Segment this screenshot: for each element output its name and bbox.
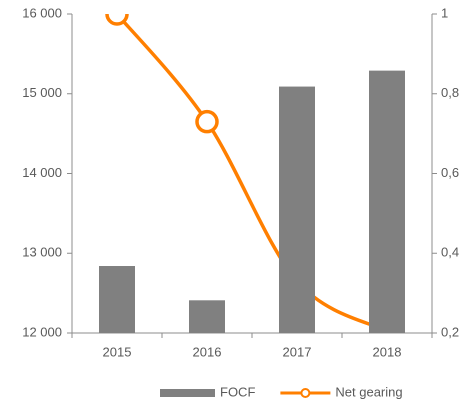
legend-swatch [160, 389, 215, 397]
plot-area [105, 14, 399, 333]
bar [279, 86, 315, 333]
y-tick-label: 14 000 [22, 165, 62, 180]
line [115, 14, 388, 333]
legend-label: FOCF [220, 384, 255, 399]
y2-tick-label: 0,4 [441, 245, 459, 260]
y2-tick-label: 1 [441, 5, 448, 20]
x-tick-label: 2016 [193, 344, 222, 359]
y-tick-label: 15 000 [22, 85, 62, 100]
line-marker [195, 109, 219, 134]
legend-marker [300, 388, 311, 398]
x-tick-label: 2015 [103, 344, 132, 359]
y2-tick-label: 0,6 [441, 165, 459, 180]
line-marker [105, 14, 129, 26]
y2-tick-label: 0,2 [441, 324, 459, 339]
bar [99, 266, 135, 333]
x-tick-label: 2018 [373, 344, 402, 359]
bar [369, 70, 405, 333]
y-tick-label: 16 000 [22, 5, 62, 20]
x-tick-label: 2017 [283, 344, 312, 359]
y-tick-label: 13 000 [22, 245, 62, 260]
y-tick-label: 12 000 [22, 324, 62, 339]
y2-tick-label: 0,8 [441, 85, 459, 100]
bar [189, 300, 225, 333]
legend-label: Net gearing [335, 384, 402, 399]
